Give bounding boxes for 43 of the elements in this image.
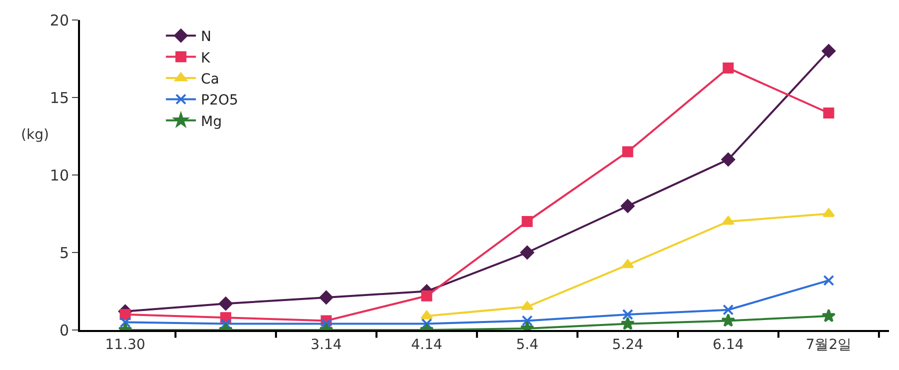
point xyxy=(522,216,533,227)
point xyxy=(622,146,634,158)
y-axis-title: (kg) xyxy=(21,127,49,143)
point xyxy=(421,290,432,302)
y-tick-label: 15 xyxy=(50,88,69,107)
point xyxy=(620,316,635,330)
point xyxy=(319,290,334,304)
point xyxy=(822,208,835,217)
y-tick-label: 10 xyxy=(50,166,69,184)
point xyxy=(722,304,734,316)
point xyxy=(721,313,736,327)
x-tick-label: 3.14 xyxy=(310,336,342,353)
legend-label: P2O5 xyxy=(200,92,238,109)
x-tick-label: 6.14 xyxy=(712,336,744,353)
x-tick-label: 5.4 xyxy=(516,336,538,353)
point xyxy=(420,310,433,320)
point xyxy=(823,274,834,286)
point xyxy=(822,44,836,58)
legend-label: Ca xyxy=(200,71,220,88)
legend-label: Mg xyxy=(200,114,222,130)
point xyxy=(218,296,233,310)
point xyxy=(620,199,635,213)
point xyxy=(722,216,734,225)
x-tick-label: 4.14 xyxy=(411,336,442,353)
legend-label: N xyxy=(200,29,212,46)
point xyxy=(822,308,836,322)
x-tick-label: 11.30 xyxy=(105,336,146,353)
x-tick-label: 5.24 xyxy=(612,336,644,353)
y-tick-label: 20 xyxy=(50,11,69,30)
y-tick-label: 5 xyxy=(59,244,69,262)
point xyxy=(622,259,634,268)
x-tick-label: 7월2일 xyxy=(806,336,852,353)
point xyxy=(622,309,634,320)
point xyxy=(522,315,533,326)
point xyxy=(521,301,534,310)
point xyxy=(721,152,736,166)
point xyxy=(722,62,734,74)
point xyxy=(120,309,131,320)
y-tick-label: 0 xyxy=(59,321,69,340)
legend-label: K xyxy=(200,50,211,66)
point xyxy=(520,246,534,260)
point xyxy=(823,108,834,118)
point xyxy=(120,316,131,328)
